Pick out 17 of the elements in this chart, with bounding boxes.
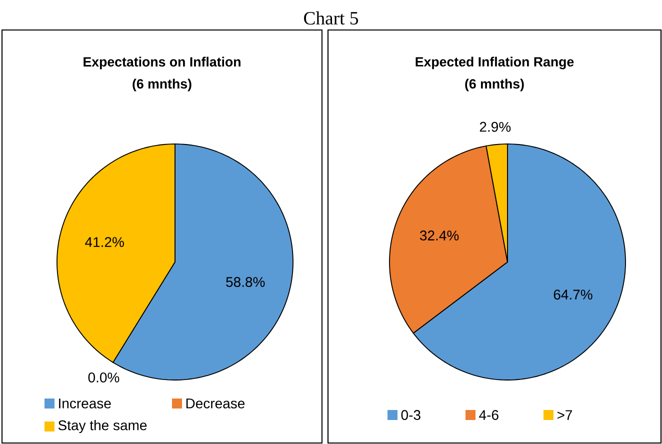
data-label: 32.4% [420, 230, 459, 240]
data-label: 58.8% [226, 277, 265, 287]
text: 0.0% [88, 372, 120, 382]
legend-label: Stay the same [58, 420, 147, 434]
chart-subtitle: (6 mnths) [465, 78, 524, 92]
data-label: 41.2% [85, 237, 124, 247]
chart-title: Expectations on Inflation [84, 56, 240, 70]
legend-label: Decrease [186, 398, 245, 408]
data-label: 2.9% [480, 122, 511, 132]
legend-label: 4-6 [479, 410, 498, 420]
chart-title: Expected Inflation Range [416, 56, 574, 70]
chart-subtitle: (6 mnths) [132, 78, 192, 92]
data-label: 64.7% [554, 290, 592, 300]
legend-label: 0-3 [401, 410, 420, 420]
legend-label: Increase [59, 398, 111, 408]
legend-label: >7 [557, 410, 572, 420]
caption: Chart 5 [304, 11, 358, 25]
